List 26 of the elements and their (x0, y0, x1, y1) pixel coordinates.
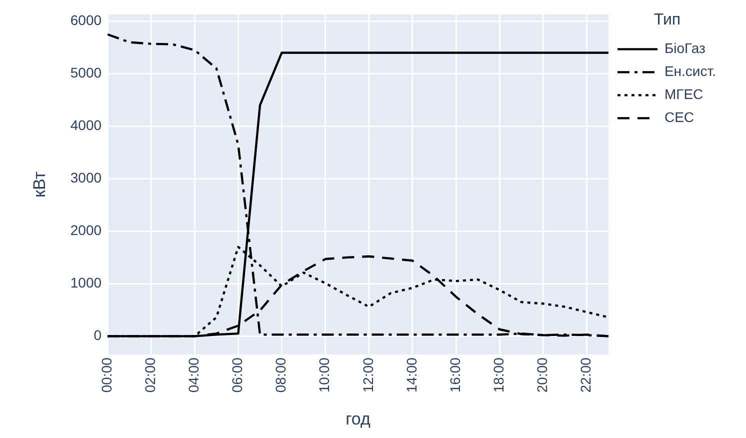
x-tick-label: 10:00 (316, 357, 332, 393)
y-tick-label: 0 (94, 327, 102, 344)
legend-label: БіоГаз (664, 40, 706, 56)
x-tick-label: 00:00 (98, 357, 114, 393)
legend-title: Тип (654, 11, 681, 28)
y-tick-label: 3000 (70, 170, 102, 186)
x-tick-label: 14:00 (403, 357, 420, 393)
y-tick-label: 1000 (70, 274, 102, 291)
y-tick-label: 2000 (70, 222, 102, 238)
x-tick-label: 22:00 (578, 357, 594, 393)
x-tick-label: 02:00 (142, 357, 158, 393)
legend-label: СЕС (664, 109, 694, 126)
x-tick-label: 20:00 (534, 357, 550, 393)
x-tick-label: 16:00 (446, 357, 463, 393)
y-tick-label: 4000 (70, 117, 102, 134)
x-tick-label: 04:00 (186, 357, 202, 393)
y-axis-title: кВт (30, 171, 49, 198)
y-tick-label: 6000 (70, 12, 102, 28)
x-tick-label: 18:00 (490, 357, 506, 393)
x-tick-label: 12:00 (360, 357, 376, 393)
x-tick-label: 08:00 (272, 357, 289, 393)
x-tick-label: 06:00 (229, 357, 246, 393)
x-axis-title: год (346, 409, 370, 428)
legend-label: МГЕС (664, 86, 704, 102)
y-tick-label: 5000 (70, 64, 102, 81)
legend-label: Ен.сист. (664, 63, 716, 80)
